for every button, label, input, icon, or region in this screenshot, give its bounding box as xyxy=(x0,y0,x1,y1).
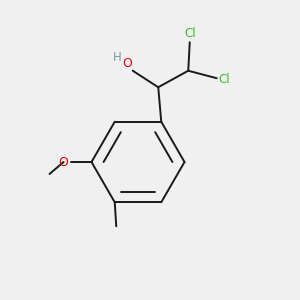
Text: Cl: Cl xyxy=(218,73,230,86)
Text: H: H xyxy=(112,51,122,64)
Text: Cl: Cl xyxy=(184,27,196,40)
Text: O: O xyxy=(122,57,132,70)
Text: O: O xyxy=(58,155,68,169)
